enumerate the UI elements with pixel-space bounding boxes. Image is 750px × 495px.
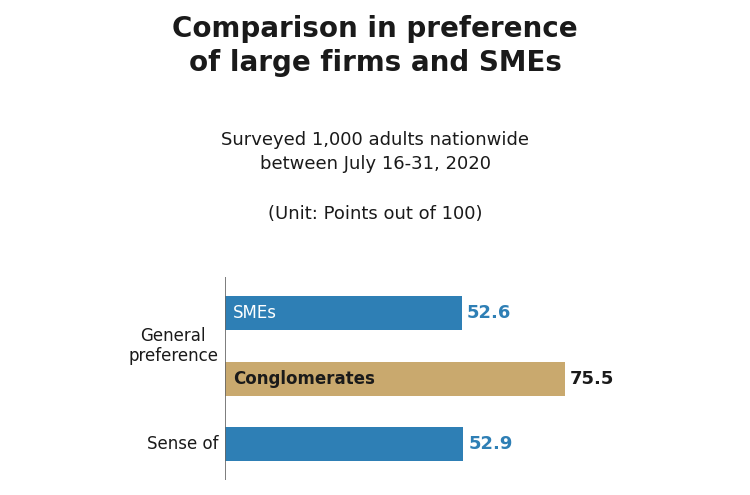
Text: Conglomerates: Conglomerates <box>233 370 375 388</box>
Bar <box>225 362 565 396</box>
Bar <box>225 296 462 330</box>
Bar <box>225 427 463 461</box>
Text: Surveyed 1,000 adults nationwide
between July 16-31, 2020: Surveyed 1,000 adults nationwide between… <box>221 131 529 173</box>
Text: 52.9: 52.9 <box>469 435 513 453</box>
Text: Sense of: Sense of <box>147 435 218 453</box>
Text: (Unit: Points out of 100): (Unit: Points out of 100) <box>268 205 482 223</box>
Text: 52.6: 52.6 <box>467 304 512 322</box>
Text: General
preference: General preference <box>128 327 218 365</box>
Text: SMEs: SMEs <box>233 304 277 322</box>
Text: Comparison in preference
of large firms and SMEs: Comparison in preference of large firms … <box>172 15 578 77</box>
Text: 75.5: 75.5 <box>570 370 614 388</box>
